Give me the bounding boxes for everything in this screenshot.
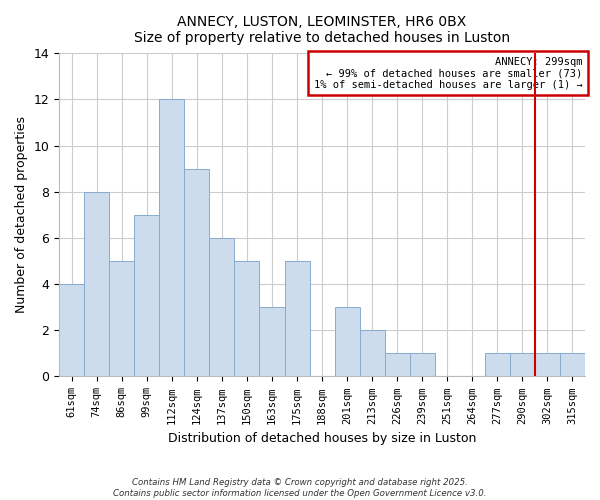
Title: ANNECY, LUSTON, LEOMINSTER, HR6 0BX
Size of property relative to detached houses: ANNECY, LUSTON, LEOMINSTER, HR6 0BX Size… bbox=[134, 15, 510, 45]
Bar bbox=[109, 261, 134, 376]
Bar bbox=[284, 261, 310, 376]
Bar bbox=[59, 284, 84, 376]
Bar bbox=[385, 354, 410, 376]
Bar bbox=[84, 192, 109, 376]
Bar bbox=[535, 354, 560, 376]
Bar bbox=[160, 100, 184, 376]
Bar bbox=[335, 307, 359, 376]
Bar bbox=[184, 168, 209, 376]
Bar bbox=[359, 330, 385, 376]
Bar bbox=[134, 215, 160, 376]
X-axis label: Distribution of detached houses by size in Luston: Distribution of detached houses by size … bbox=[168, 432, 476, 445]
Bar bbox=[209, 238, 235, 376]
Bar bbox=[410, 354, 435, 376]
Bar bbox=[235, 261, 259, 376]
Bar bbox=[510, 354, 535, 376]
Bar bbox=[259, 307, 284, 376]
Text: Contains HM Land Registry data © Crown copyright and database right 2025.
Contai: Contains HM Land Registry data © Crown c… bbox=[113, 478, 487, 498]
Y-axis label: Number of detached properties: Number of detached properties bbox=[15, 116, 28, 314]
Bar bbox=[560, 354, 585, 376]
Text: ANNECY: 299sqm
← 99% of detached houses are smaller (73)
1% of semi-detached hou: ANNECY: 299sqm ← 99% of detached houses … bbox=[314, 56, 583, 90]
Bar bbox=[485, 354, 510, 376]
